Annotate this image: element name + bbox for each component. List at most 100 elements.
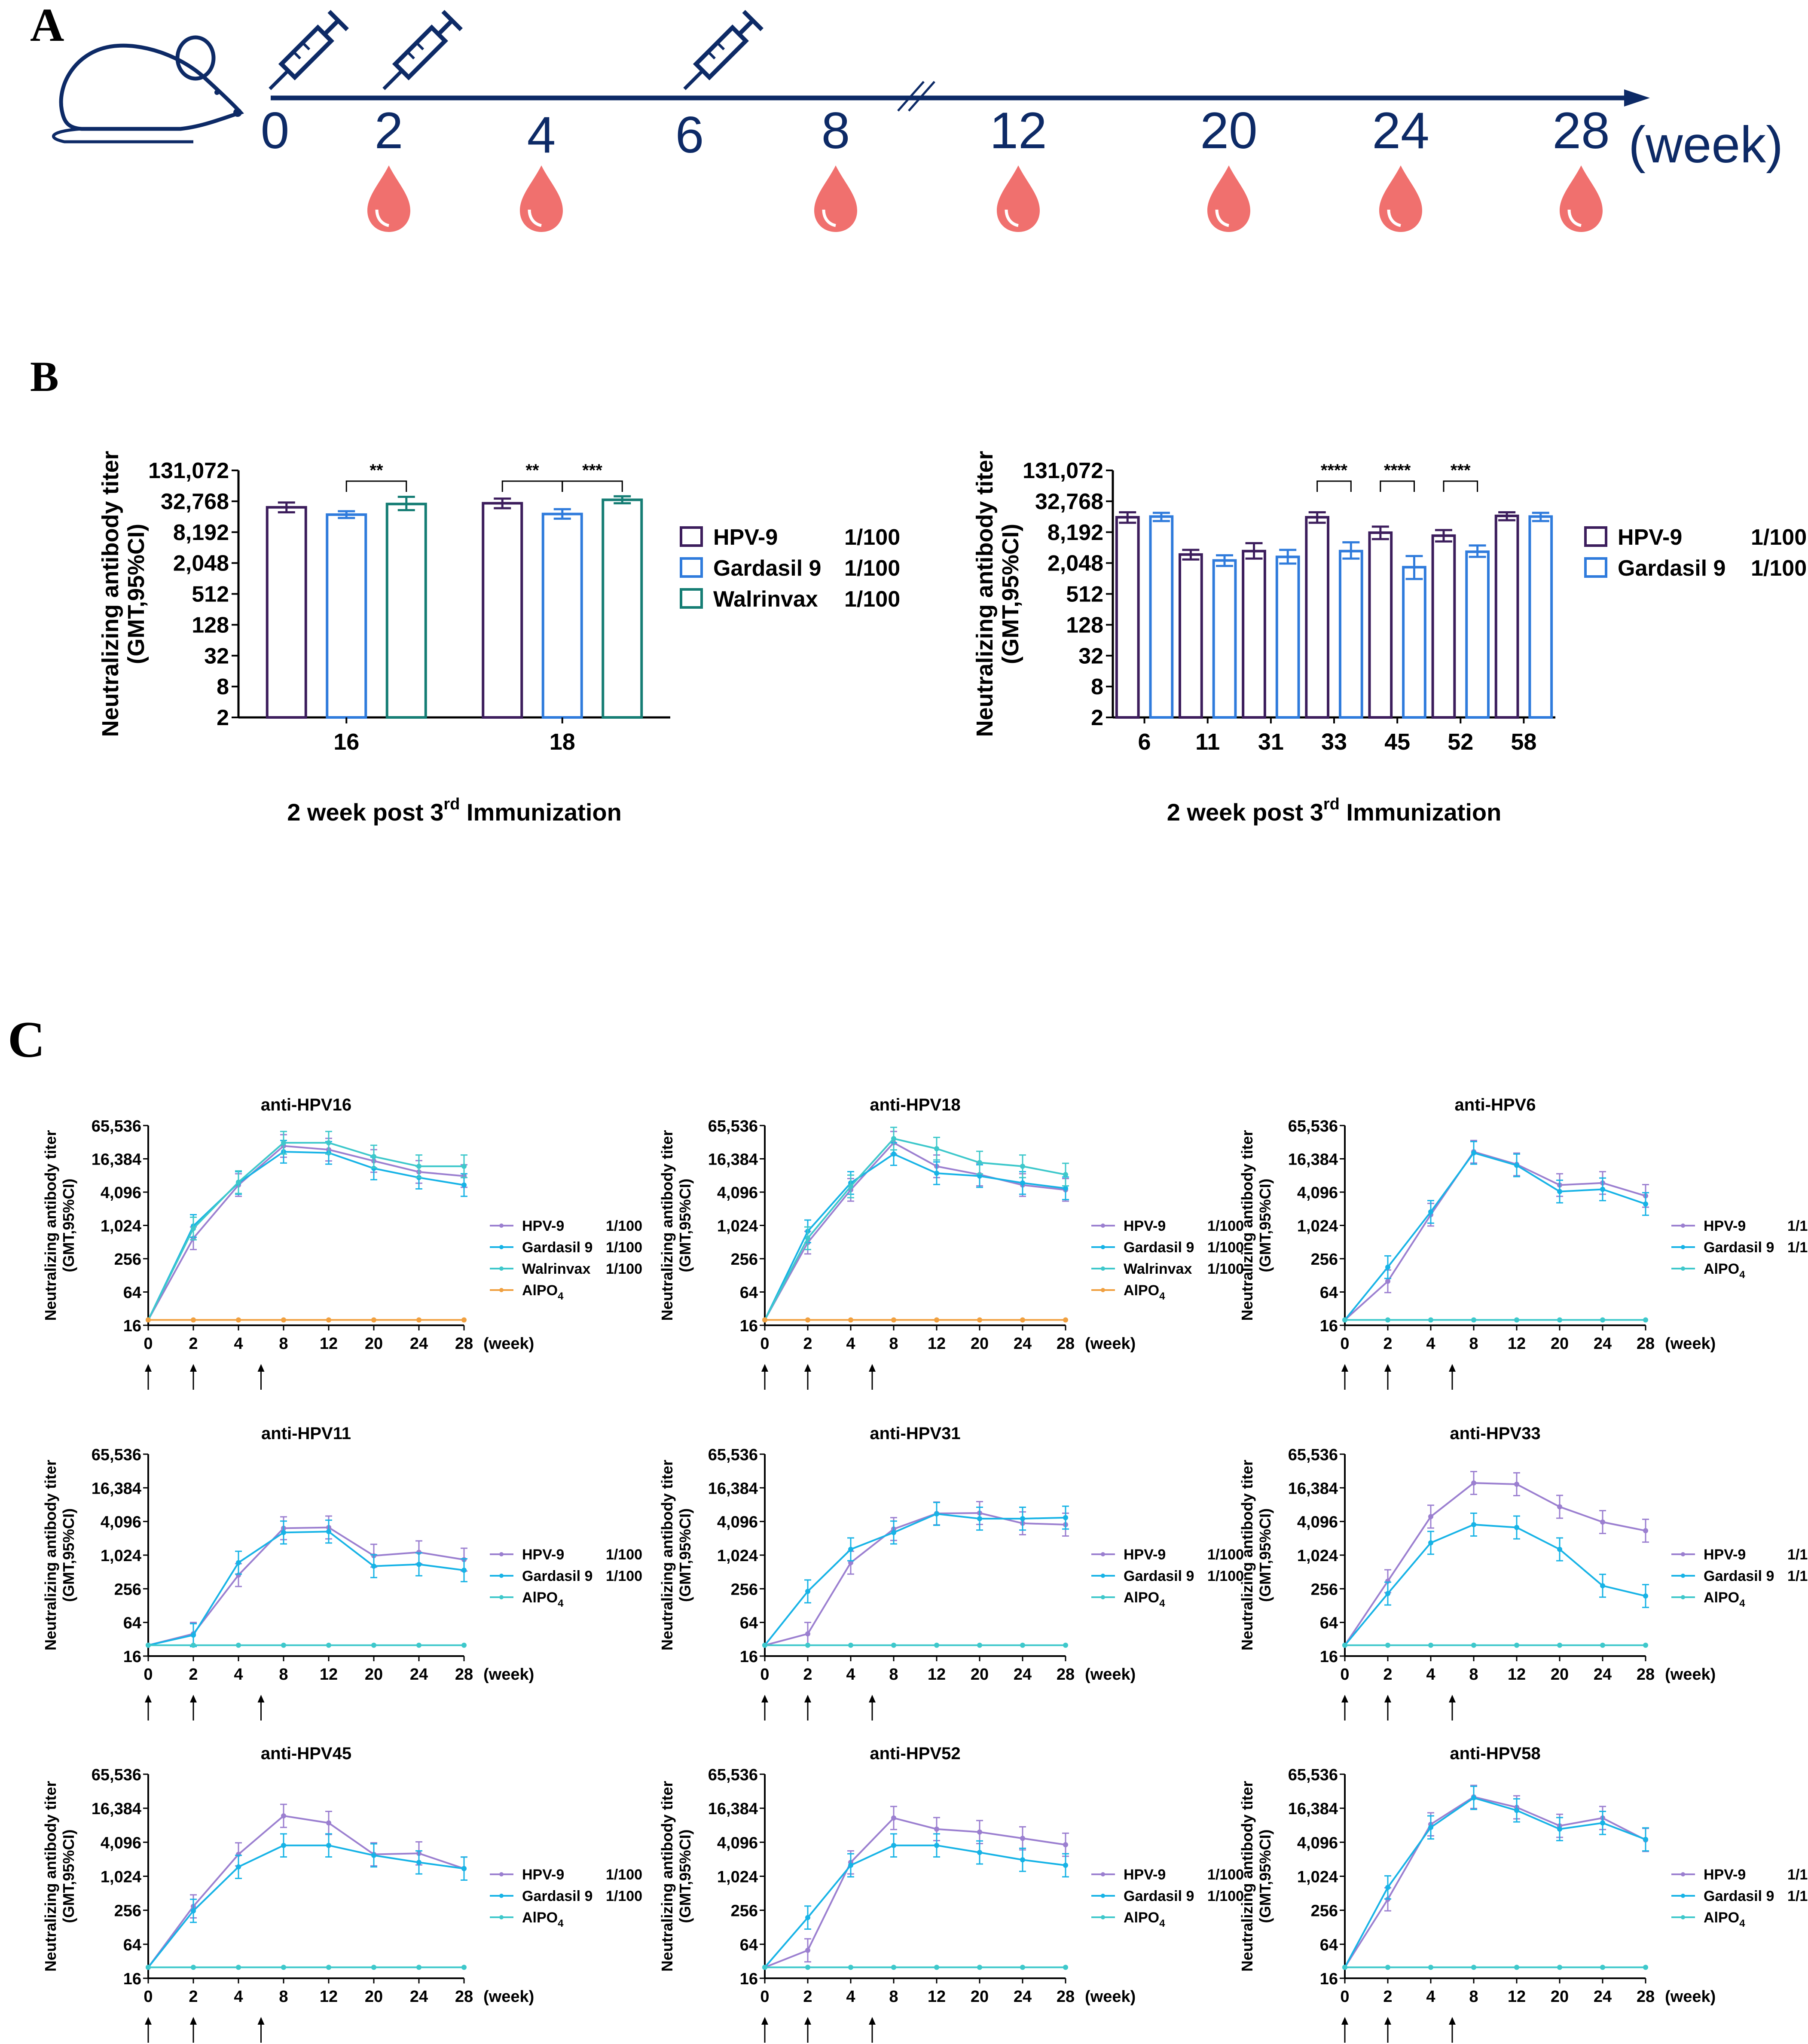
syringe-icon [269,10,349,90]
data-point [805,1631,810,1637]
y-tick-label: 32 [204,644,229,668]
legend-label-sub: 4 [1159,1918,1165,1929]
legend-dose: 1/100 [1787,1239,1808,1256]
x-tick-label: 20 [1551,1988,1569,2006]
legend-label-sub: 4 [558,1290,564,1302]
legend-label: Gardasil 9 [1124,1888,1194,1904]
syringe-tick [707,51,716,60]
y-tick-label: 1,024 [101,1217,141,1236]
data-point [1385,1885,1390,1890]
y-axis-label-line2: (GMT,95%CI) [676,1829,694,1923]
y-tick-label: 32 [1078,644,1103,668]
legend-marker [499,1245,504,1249]
legend-dose: 1/100 [606,1568,642,1584]
x-tick-label: 2 [803,1666,812,1684]
y-axis-title: Neutralizing antibody titer (GMT,95%CI) [658,1781,694,1971]
data-point [1020,1836,1025,1841]
timeline-panel: 0 2 4 6 8 12 20 24 28 (week) [52,10,1783,232]
data-point [326,1843,331,1848]
legend-label: Gardasil 9 [1704,1239,1774,1256]
y-tick-label: 1,024 [101,1868,141,1886]
data-point [371,1317,376,1323]
bar [1242,549,1266,719]
axis-break-mark [908,81,935,112]
legend-marker [1101,1288,1105,1292]
significance-label: ** [370,461,383,480]
y-axis-label-line2: (GMT,95%CI) [60,1829,77,1923]
blood-drop-icon [1379,165,1422,232]
bar-chart-b2: 131,072 32,768 8,192 2,048 512 128 32 8 2 Neutral… [972,451,1807,826]
legend-dose: 1/100 [1787,1568,1808,1584]
bar [1149,515,1174,719]
y-tick-label: 16,384 [92,1480,141,1498]
bar [266,506,307,719]
x-axis-unit: (week) [483,1988,534,2006]
legend-label-name: AlPO [522,1589,558,1606]
x-tick-label: 20 [971,1666,989,1684]
legend-label-name: AlPO [522,1282,558,1299]
legend-swatch [1584,526,1607,547]
data-point [1643,1593,1648,1599]
legend-label-sub: 4 [1159,1598,1165,1609]
legend-dose: 1/100 [1207,1218,1244,1234]
x-axis-title-sup: rd [1323,795,1340,813]
y-tick-label: 65,536 [1288,1117,1338,1135]
y-tick-label: 4,096 [101,1513,141,1531]
data-point [1385,1642,1390,1648]
y-tick-label: 64 [1320,1284,1338,1302]
x-tick-label: 28 [1057,1666,1075,1684]
x-tick-label: 24 [410,1988,428,2006]
y-tick-label: 4,096 [717,1184,758,1202]
x-axis-title-tail: Immunization [1340,799,1501,826]
x-tick-label: 24 [1014,1335,1032,1353]
data-point [1600,1187,1605,1192]
legend-label-name: Gardasil 9 [522,1888,592,1904]
legend-label-sub: 4 [558,1598,564,1609]
y-axis-label-line1: Neutralizing antibody titer [42,1130,59,1321]
y-tick-label: 4,096 [101,1184,141,1202]
bar [482,502,523,719]
legend-marker [1681,1915,1685,1919]
series-line [147,1815,464,1968]
x-tick-label: 4 [234,1988,243,2006]
y-tick-label: 256 [1311,1580,1338,1599]
data-point [934,1642,939,1648]
legend-label-name: AlPO [1124,1589,1159,1606]
timeline-week-label: 2 [375,102,403,159]
y-axis-label-line1: Neutralizing antibody titer [1238,1130,1256,1321]
legend-marker [1681,1894,1685,1898]
legend-label: HPV-9 [522,1867,564,1883]
data-point [371,1563,376,1569]
y-tick-label: 128 [192,613,229,638]
y-tick-label: 1,024 [717,1217,758,1236]
data-point [934,1965,939,1970]
injection-arrowhead [1449,2017,1456,2025]
data-point [1020,1180,1025,1186]
data-point [1385,1591,1390,1596]
legend-label: AlPO4 [522,1589,564,1609]
data-point [934,1843,939,1848]
y-tick-label: 131,072 [1023,458,1103,483]
legend-marker [499,1915,504,1919]
y-tick-label: 4,096 [717,1834,758,1852]
syringe-tick [716,42,725,51]
y-tick-label: 16,384 [708,1800,758,1818]
x-tick-label: 8 [279,1335,288,1353]
line-chart-c52: anti-HPV52 65,536 16,384 4,096 1,024 256 64 160… [658,1744,1244,2043]
legend-label-name: AlPO [1704,1261,1739,1277]
x-tick-label: 24 [1594,1988,1612,2006]
data-point [191,1965,196,1970]
chart-title: anti-HPV33 [1450,1424,1540,1443]
legend-label-name: AlPO [1704,1910,1739,1926]
y-axis-label-line1: Neutralizing antibody titer [658,1460,676,1650]
y-tick-label: 16 [740,1317,758,1335]
injection-arrowhead [1341,1364,1348,1372]
blood-drop-icon [520,165,563,232]
legend-label-name: Gardasil 9 [522,1568,592,1584]
data-point [1557,1504,1562,1510]
series-line [1344,1152,1646,1321]
series-line [147,1844,464,1968]
bar [1305,516,1330,719]
x-tick-label: 0 [760,1335,769,1353]
data-point [1471,1642,1476,1648]
